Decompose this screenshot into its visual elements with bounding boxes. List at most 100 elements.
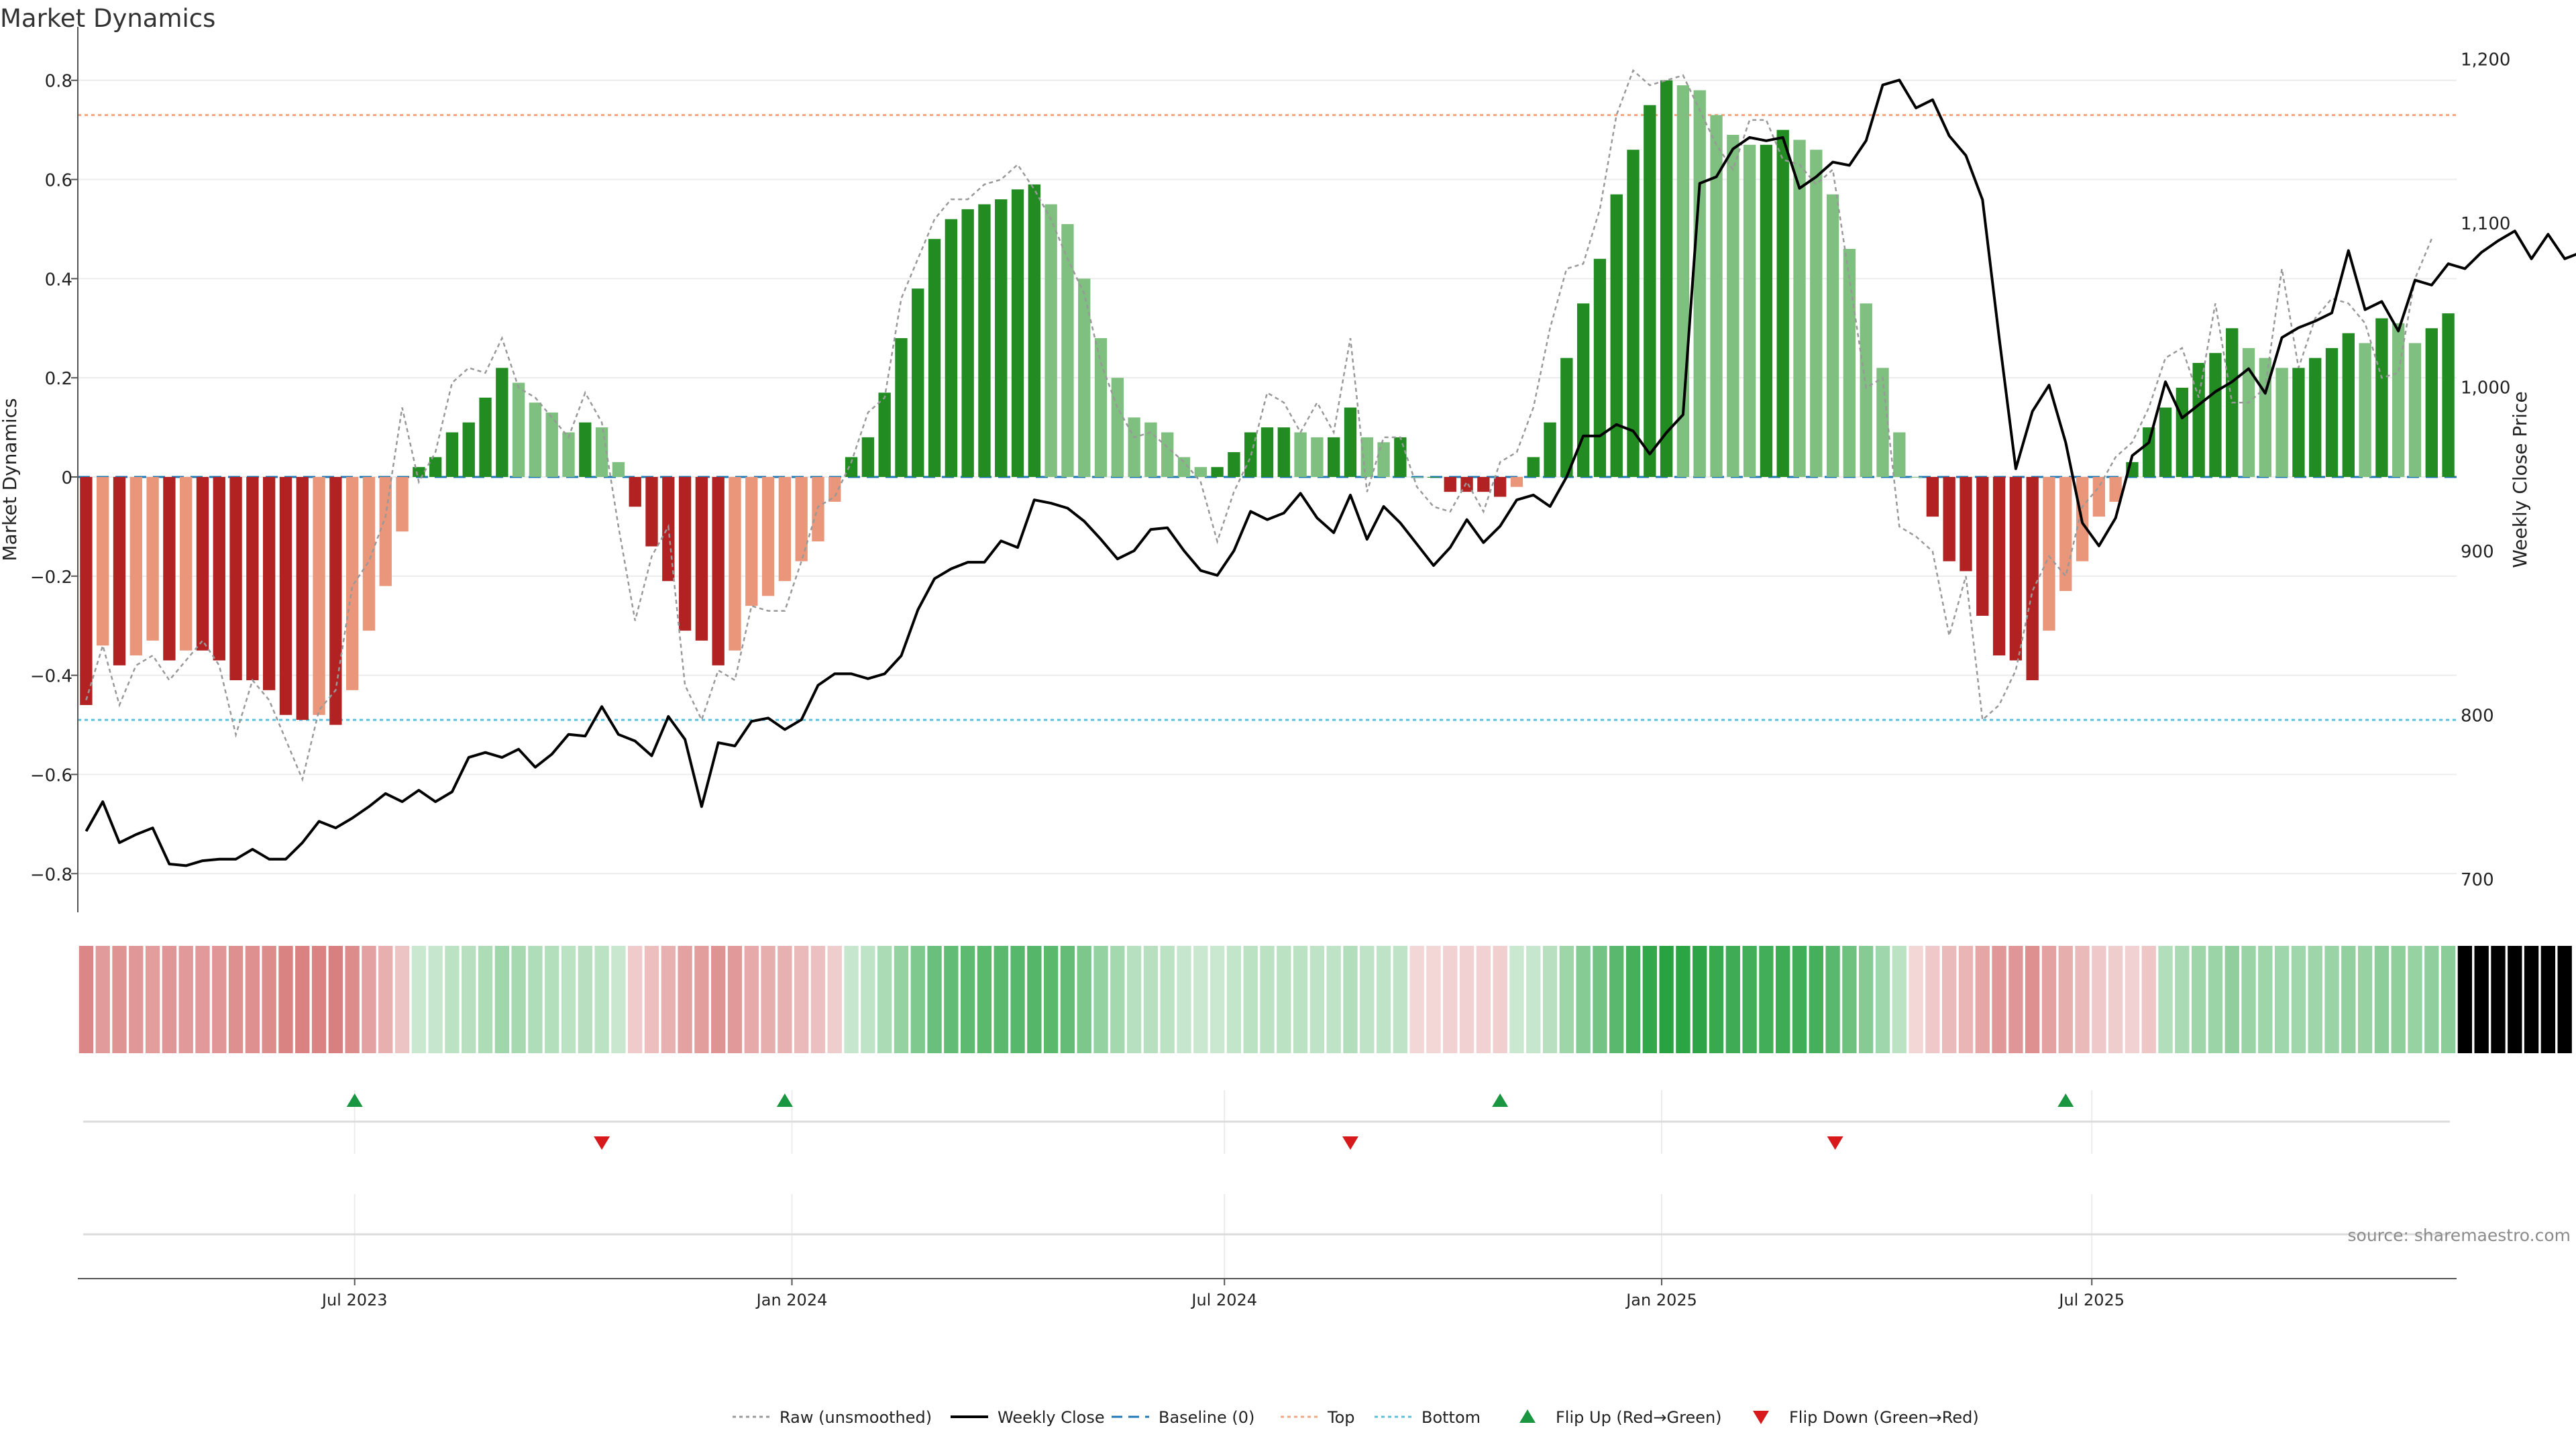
bar (1277, 427, 1290, 477)
bar (562, 432, 575, 477)
date-axis: Jul 2023 Jan 2024 Jul 2024 Jan 2025 Jul 2025 (78, 1278, 2457, 1309)
regime-cell (2557, 946, 2572, 1053)
regime-cell (1725, 946, 1740, 1053)
regime-cell (1077, 946, 1091, 1053)
regime-cell (328, 946, 343, 1053)
bar (1810, 150, 1823, 477)
regime-cell (1193, 946, 1208, 1053)
bar (1477, 477, 1490, 492)
regime-cell (1542, 946, 1558, 1053)
bar (2043, 477, 2055, 631)
bar (462, 422, 475, 477)
regime-cell (2374, 946, 2390, 1053)
regime-cell (1326, 946, 1341, 1053)
regime-cell (2041, 946, 2057, 1053)
regime-cell (2241, 946, 2256, 1053)
bar (196, 477, 209, 651)
y2-tick-label: 900 (2461, 542, 2494, 562)
regime-cell (411, 946, 427, 1053)
bar (995, 199, 1008, 477)
regime-cell (528, 946, 543, 1053)
bar (1161, 432, 1174, 477)
regime-cell (1693, 946, 1707, 1053)
regime-cell (2424, 946, 2439, 1053)
regime-cell (2357, 946, 2373, 1053)
regime-cell (1426, 946, 1441, 1053)
y-tick-label: 0.2 (45, 369, 72, 389)
bar (945, 219, 958, 477)
regime-cell (2208, 946, 2223, 1053)
regime-cell (1110, 946, 1125, 1053)
regime-cell (1559, 946, 1574, 1053)
bar (1311, 437, 1324, 477)
raw-series-line (85, 68, 2432, 782)
bar (1360, 437, 1373, 477)
bar (2359, 343, 2371, 477)
bar (2059, 477, 2072, 591)
bar (429, 457, 442, 477)
regime-cell (777, 946, 792, 1053)
bar (1344, 407, 1357, 477)
bar (1776, 129, 1789, 477)
regime-cell (2092, 946, 2106, 1053)
bar (296, 477, 309, 720)
regime-cell (2291, 946, 2306, 1053)
bar (1610, 194, 1623, 477)
regime-cell (1443, 946, 1458, 1053)
regime-cell (2108, 946, 2123, 1053)
bar (678, 477, 692, 631)
regime-cell (1043, 946, 1059, 1053)
bar (1527, 457, 1540, 477)
x-tick-label: Jan 2025 (1625, 1291, 1697, 1309)
regime-cell (1942, 946, 1957, 1053)
regime-cell (1343, 946, 1358, 1053)
flip-down-marker (1342, 1136, 1358, 1150)
legend-label: Raw (unsmoothed) (780, 1408, 932, 1427)
bar (2425, 328, 2438, 477)
bar (729, 477, 741, 651)
bar (1094, 338, 1108, 477)
regime-cell (761, 946, 775, 1053)
legend-label: Top (1327, 1408, 1355, 1427)
bar (1960, 477, 1972, 572)
regime-cell (511, 946, 526, 1053)
bar (2442, 313, 2455, 477)
regime-cell (1126, 946, 1142, 1053)
bar (1028, 184, 1041, 477)
bar (163, 477, 176, 661)
regime-cell (394, 946, 410, 1053)
bar (2342, 333, 2355, 477)
bar (379, 477, 392, 586)
regime-cell (727, 946, 743, 1053)
regime-cell (1609, 946, 1624, 1053)
bar (129, 477, 142, 656)
bar (861, 437, 875, 477)
regime-cell (245, 946, 260, 1053)
bar (2176, 387, 2189, 477)
regime-cell (345, 946, 360, 1053)
regime-cell (1027, 946, 1042, 1053)
flip-down-marker (1827, 1136, 1843, 1150)
bar (2159, 407, 2172, 477)
bar (1992, 477, 2006, 656)
bar (1576, 303, 1590, 477)
regime-cell (112, 946, 127, 1053)
regime-cell (994, 946, 1008, 1053)
regime-cell (628, 946, 643, 1053)
bar (845, 457, 858, 477)
regime-cell (1842, 946, 1857, 1053)
bar (1394, 437, 1407, 477)
regime-cell (1493, 946, 1507, 1053)
bar (496, 368, 508, 477)
bar (329, 477, 342, 725)
y-tick-label: −0.8 (30, 865, 72, 885)
regime-cell (1742, 946, 1757, 1053)
bar (1427, 477, 1440, 478)
bar (1743, 144, 1756, 477)
regime-cell (2474, 946, 2489, 1053)
regime-cell (960, 946, 975, 1053)
regime-cell (944, 946, 959, 1053)
bar (579, 422, 592, 477)
bar (229, 477, 242, 681)
regime-cell (1792, 946, 1807, 1053)
